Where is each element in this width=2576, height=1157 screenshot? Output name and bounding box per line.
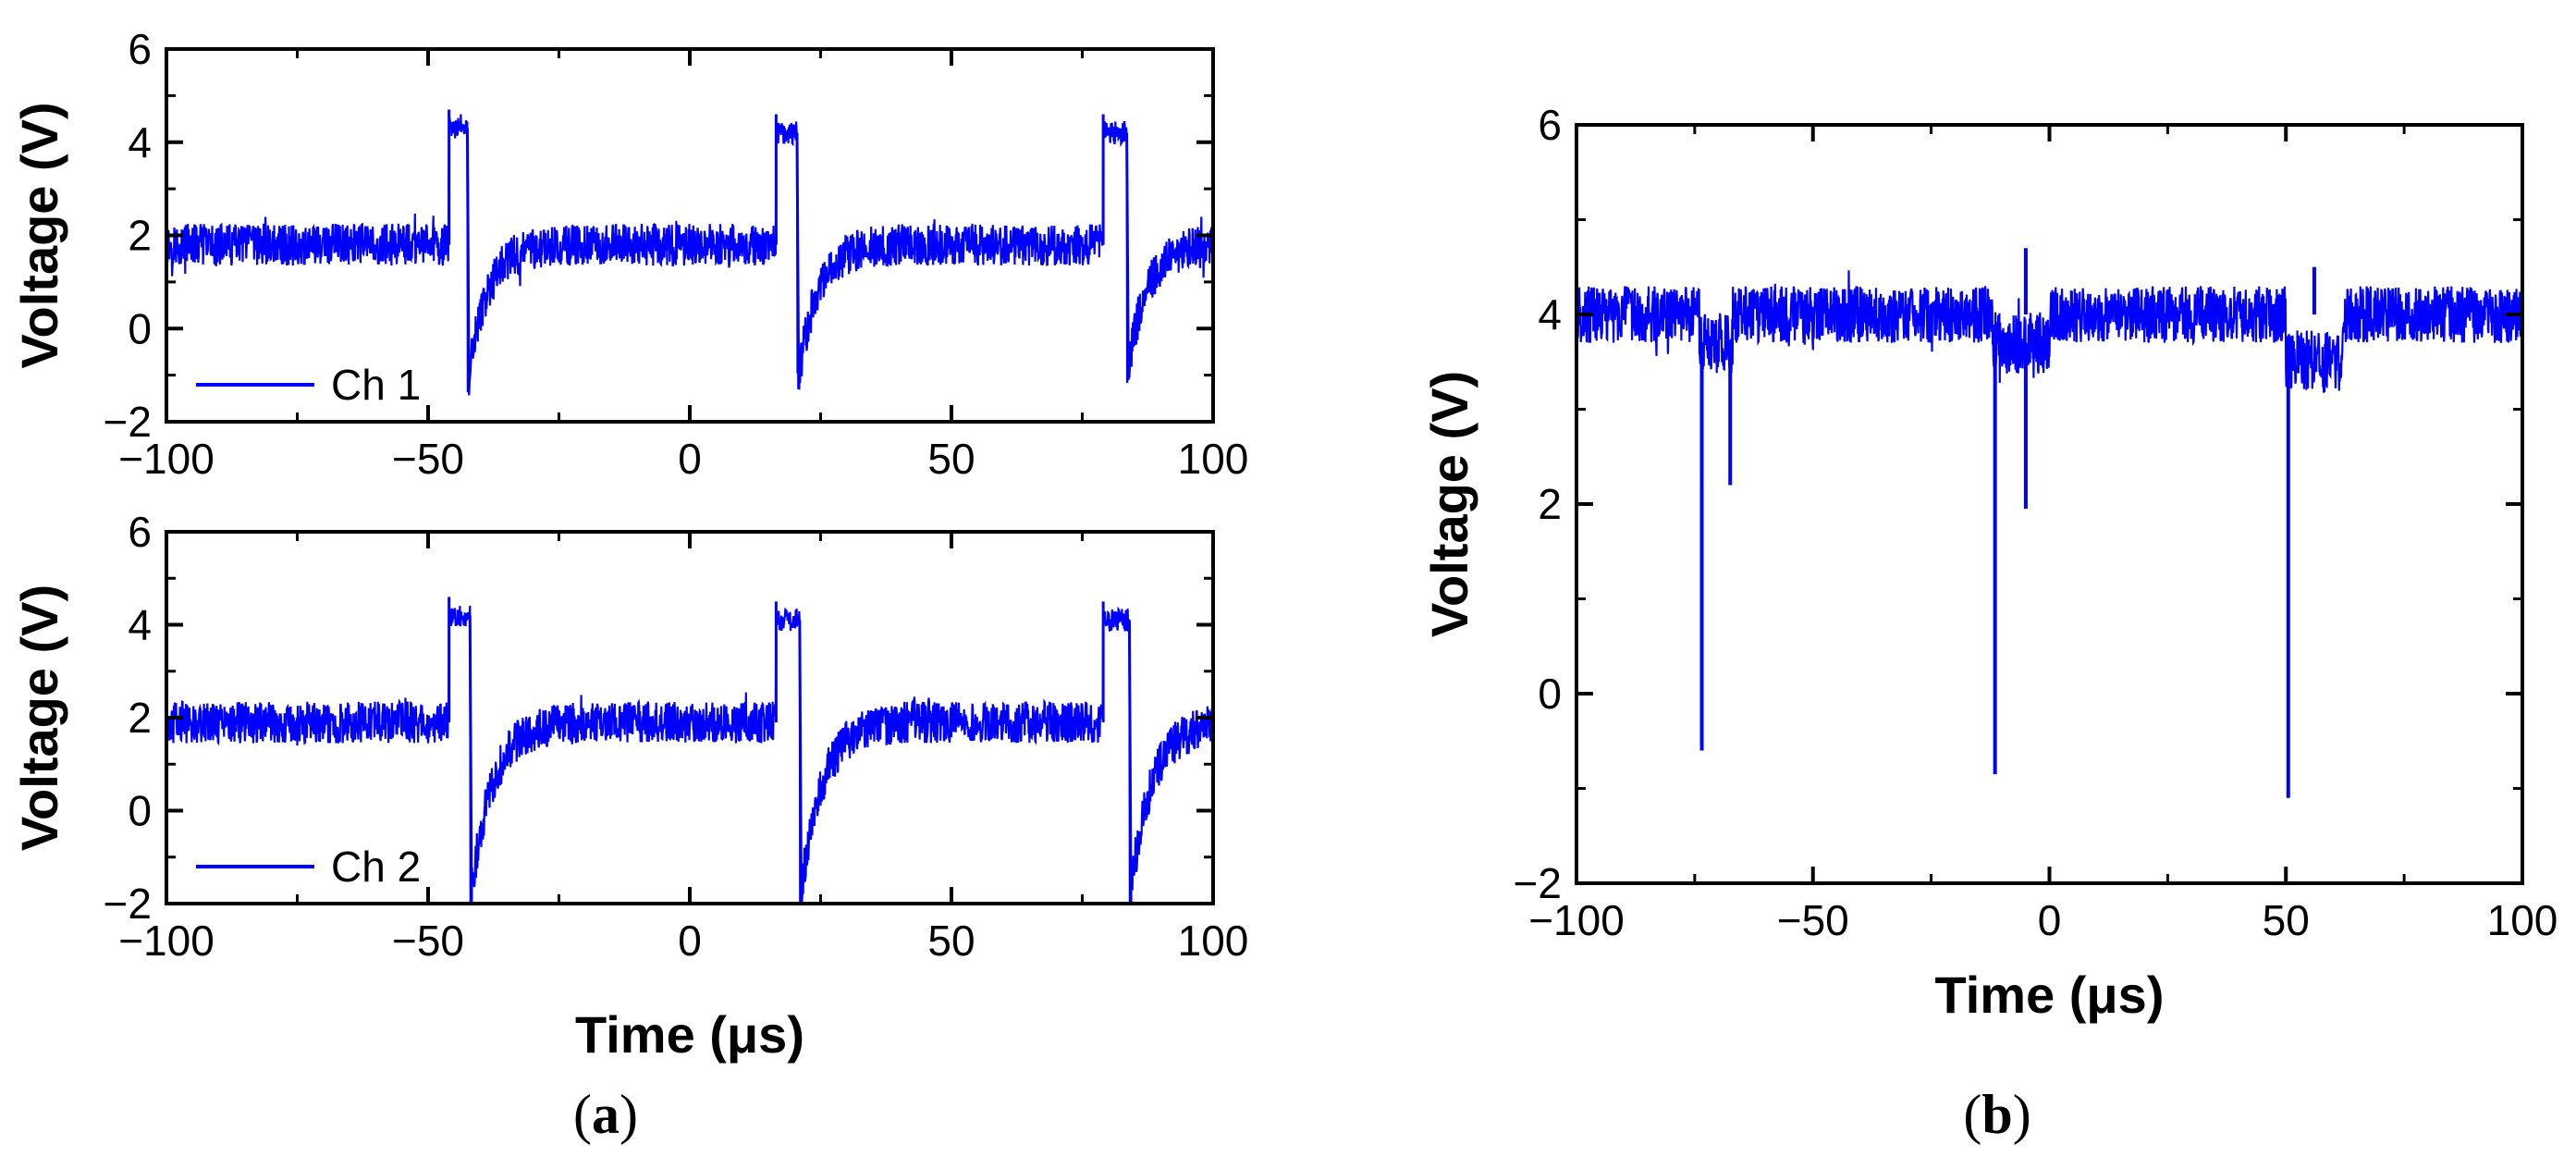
panel-label-a-open: (: [573, 1084, 592, 1145]
chart-ticks: −100 −50 0 50 100 −2 0 2 4 6: [1514, 101, 2558, 944]
y-tick-label: 2: [128, 694, 152, 742]
legend: Ch 1: [196, 361, 421, 409]
chart-ticks: −100 −50 0 50 100 −2 0 2 4 6: [104, 25, 1249, 483]
x-tick-label: 0: [678, 435, 702, 483]
pulse-edge: [1101, 601, 1133, 904]
y-axis-title: Voltage (V): [1420, 371, 1478, 637]
x-tick-label: 0: [2038, 896, 2062, 944]
x-tick-label: −100: [1528, 896, 1625, 944]
y-tick-label: 6: [128, 508, 152, 556]
panel-label-b-close: ): [2013, 1084, 2031, 1145]
x-tick-label: 100: [2487, 896, 2558, 944]
y-tick-label: 4: [1538, 290, 1562, 338]
y-tick-label: 0: [128, 787, 152, 835]
x-tick-label: −50: [1777, 896, 1849, 944]
x-axis-title: Time (μs): [1935, 966, 2165, 1024]
chart-ch1: −100 −50 0 50 100 −2 0 2 4 6 Voltage (V) Ch 1: [10, 25, 1248, 483]
y-tick-label: 2: [1538, 480, 1562, 528]
y-tick-label: −2: [104, 398, 152, 446]
panel-label-a: (a): [573, 1084, 638, 1145]
chart-ticks: −100 −50 0 50 100 −2 0 2 4 6: [104, 508, 1249, 965]
x-tick-label: −100: [118, 435, 215, 483]
x-axis-title: Time (μs): [575, 1005, 804, 1064]
pulse-edge: [448, 597, 473, 904]
y-tick-label: −2: [104, 880, 152, 928]
y-tick-label: 4: [128, 118, 152, 166]
legend: Ch 2: [196, 843, 421, 891]
chart-traces: [166, 597, 1213, 904]
panel-label-b-letter: b: [1981, 1084, 2012, 1145]
chart-traces: [166, 109, 1213, 396]
panel-label-a-letter: a: [592, 1084, 619, 1145]
pulse-edge: [448, 109, 471, 389]
legend-label-ch2: Ch 2: [331, 843, 421, 891]
chart-traces: [1576, 248, 2522, 798]
panel-label-b: (b): [1963, 1084, 2030, 1145]
y-axis-title: Voltage (V): [10, 585, 68, 851]
series-line: [166, 605, 1213, 904]
x-tick-label: 100: [1178, 917, 1249, 965]
x-tick-label: −50: [392, 435, 464, 483]
x-tick-label: 0: [678, 917, 702, 965]
y-tick-label: 6: [128, 25, 152, 73]
x-tick-label: −50: [392, 917, 464, 965]
y-tick-label: −2: [1514, 859, 1562, 907]
y-tick-label: 6: [1538, 101, 1562, 149]
panel-label-a-close: ): [619, 1084, 638, 1145]
chart-b: −100 −50 0 50 100 −2 0 2 4 6 Voltage (V) Time (μs…: [1420, 101, 2558, 1024]
legend-label-ch1: Ch 1: [331, 361, 421, 409]
plot-frame: [1575, 123, 2524, 885]
series-line: [1576, 270, 2522, 393]
y-tick-label: 4: [128, 601, 152, 649]
series-line: [166, 114, 1213, 396]
panel-label-b-open: (: [1963, 1084, 1981, 1145]
x-tick-label: 100: [1178, 435, 1249, 483]
y-tick-label: 0: [1538, 670, 1562, 718]
y-tick-label: 0: [128, 304, 152, 352]
x-tick-label: 50: [2263, 896, 2310, 944]
x-tick-label: −100: [118, 917, 215, 965]
pulse-edge: [1101, 114, 1130, 380]
y-tick-label: 2: [128, 212, 152, 260]
x-tick-label: 50: [927, 917, 975, 965]
x-tick-label: 50: [927, 435, 975, 483]
pulse-edge: [774, 601, 803, 904]
chart-ch2: −100 −50 0 50 100 −2 0 2 4 6 Voltage (V) Time (μs…: [10, 508, 1248, 1064]
pulse-edge: [774, 114, 801, 389]
y-axis-title: Voltage (V): [10, 102, 68, 368]
